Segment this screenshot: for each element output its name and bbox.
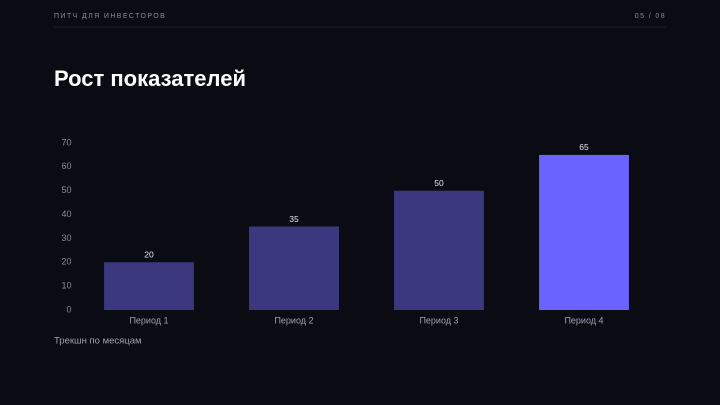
y-tick-label: 50: [61, 185, 71, 195]
y-tick-label: 70: [61, 137, 71, 147]
chart-title: Рост показателей: [54, 66, 246, 91]
bar: [394, 190, 484, 310]
x-tick-label: Период 3: [419, 315, 458, 325]
y-tick-label: 0: [66, 304, 71, 314]
value-label: 50: [434, 178, 444, 188]
x-tick-label: Период 1: [129, 315, 168, 325]
y-tick-label: 30: [61, 233, 71, 243]
y-tick-label: 60: [61, 161, 71, 171]
bar: [249, 226, 339, 310]
value-label: 35: [289, 214, 299, 224]
value-label: 20: [144, 250, 154, 260]
x-tick-label: Период 2: [274, 315, 313, 325]
value-label: 65: [579, 142, 589, 152]
bar: [104, 262, 194, 310]
page-number: 05 / 08: [635, 13, 666, 20]
caption: Трекшн по месяцам: [54, 336, 142, 347]
header-label: ПИТЧ ДЛЯ ИНВЕСТОРОВ: [54, 13, 166, 20]
x-tick-label: Период 4: [564, 315, 603, 325]
y-tick-label: 10: [61, 281, 71, 291]
bar: [539, 154, 629, 310]
y-tick-label: 20: [61, 257, 71, 267]
y-tick-label: 40: [61, 209, 71, 219]
